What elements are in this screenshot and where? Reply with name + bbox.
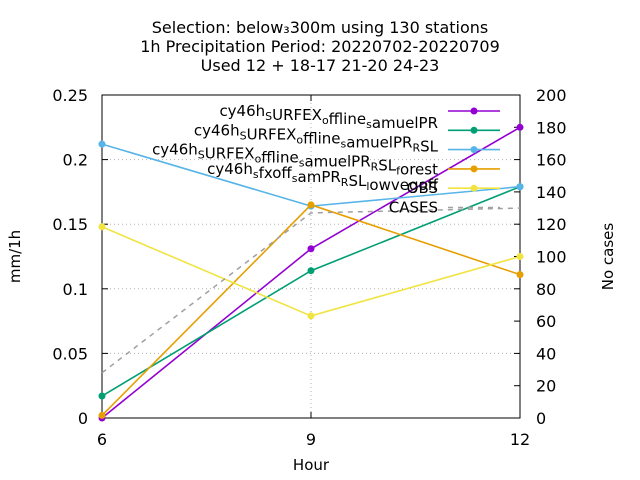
y2-tick-label: 0: [536, 409, 546, 428]
x-tick-label: 9: [306, 430, 316, 449]
data-point: [307, 312, 315, 320]
data-point: [307, 245, 315, 253]
y-tick-label: 0.2: [63, 151, 88, 170]
legend-label: CASES: [389, 199, 438, 217]
legend: cy46hSURFEXofflinesamuelPRcy46hSURFEXoff…: [152, 102, 500, 217]
data-point: [516, 183, 524, 191]
chart-title: Selection: below₃300m using 130 stations…: [140, 18, 500, 75]
x-tick-label: 6: [97, 430, 107, 449]
y-tick-label: 0.25: [52, 86, 88, 105]
data-point: [307, 201, 315, 209]
legend-marker: [470, 126, 478, 134]
legend-label: OBS: [407, 179, 438, 197]
y2-tick-label: 20: [536, 377, 556, 396]
chart-title-line: 1h Precipitation Period: 20220702-202207…: [140, 37, 500, 56]
x-axis-label: Hour: [293, 456, 330, 474]
chart-title-line: Selection: below₃300m using 130 stations: [152, 18, 488, 37]
legend-label: cy46hSURFEXofflinesamuelPR: [219, 102, 438, 132]
data-point: [98, 392, 106, 400]
data-point: [98, 140, 106, 148]
y2-tick-label: 200: [536, 86, 567, 105]
y2-tick-label: 60: [536, 312, 556, 331]
y2-tick-label: 100: [536, 248, 567, 267]
legend-label: cy46hSURFEXofflinesamuelPRRSLforest: [152, 141, 438, 179]
data-point: [98, 411, 106, 419]
y2-axis-label: No cases: [599, 223, 617, 291]
y-axis-label: mm/1h: [6, 230, 24, 283]
legend-marker: [470, 146, 478, 154]
y2-tick-label: 40: [536, 344, 556, 363]
y2-tick-label: 180: [536, 118, 567, 137]
grid: [102, 95, 520, 418]
legend-marker: [470, 184, 478, 192]
legend-marker: [470, 107, 478, 115]
chart-title-line: Used 12 + 18-17 21-20 24-23: [201, 56, 440, 75]
series-line: [101, 207, 521, 374]
axis-ticks: 0 0.05 0.1 0.15 0.2 0.25 0 20 40 60 80 100 120 140 160…: [52, 86, 566, 449]
data-point: [516, 253, 524, 260]
data-point: [307, 267, 315, 275]
legend-label: cy46hSURFEXofflinesamuelPRRSL: [194, 121, 439, 155]
y-tick-label: 0.15: [52, 215, 88, 234]
y-tick-label: 0.1: [63, 280, 88, 299]
data-point: [516, 271, 524, 279]
data-point: [516, 123, 524, 131]
y2-tick-label: 120: [536, 215, 567, 234]
data-point: [98, 223, 106, 231]
y2-tick-label: 140: [536, 183, 567, 202]
y2-tick-label: 80: [536, 280, 556, 299]
y-tick-label: 0.05: [52, 344, 88, 363]
series-layer: [98, 123, 524, 422]
legend-marker: [470, 165, 478, 173]
legend-label: cy46hsfxoffsamPRRSLlowvegoff: [207, 160, 439, 194]
y-tick-label: 0: [78, 409, 88, 428]
x-tick-label: 12: [510, 430, 530, 449]
y2-tick-label: 160: [536, 151, 567, 170]
